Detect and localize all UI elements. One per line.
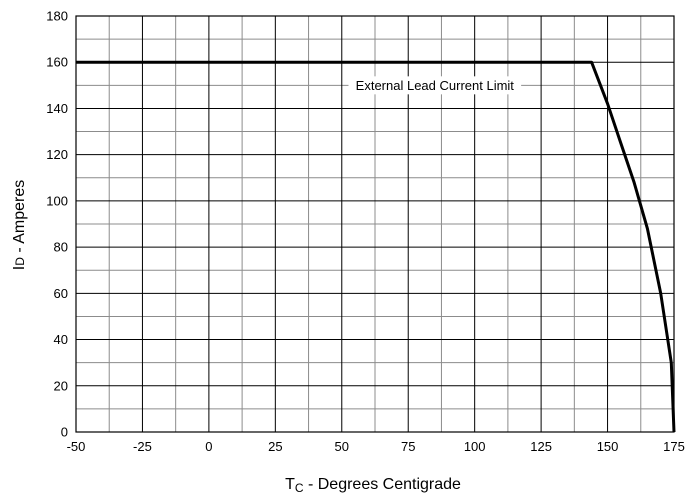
x-tick-label: 175: [663, 439, 685, 454]
series-line: [76, 60, 676, 433]
y-axis-title-rest: - Amperes: [11, 180, 28, 257]
y-axis-title-subscript: D: [13, 257, 27, 266]
y-tick-label: 120: [46, 147, 68, 162]
x-axis-title-main: T: [285, 476, 295, 493]
x-tick-label: 125: [530, 439, 552, 454]
x-tick-label: -25: [133, 439, 152, 454]
x-tick-label: 0: [205, 439, 212, 454]
y-tick-label: 40: [54, 332, 68, 347]
x-axis-title-subscript: C: [295, 481, 304, 493]
x-axis-title-rest: - Degrees Centigrade: [304, 476, 462, 493]
y-tick-label: 80: [54, 240, 68, 255]
x-tick-label: -50: [67, 439, 86, 454]
x-tick-label: 100: [464, 439, 486, 454]
y-axis-title-main: I: [11, 266, 28, 270]
x-axis-title: TC - Degrees Centigrade: [285, 476, 461, 493]
x-tick-label: 50: [335, 439, 349, 454]
y-tick-label: 160: [46, 55, 68, 70]
x-tick-labels: -50 -25 0 25 50 75 100 125 150 175: [67, 439, 685, 454]
x-tick-label: 25: [268, 439, 282, 454]
annotation-label: External Lead Current Limit: [356, 78, 515, 93]
series-layer: [76, 60, 676, 433]
x-tick-label: 75: [401, 439, 415, 454]
y-tick-labels: 0 20 40 60 80 100 120 140 160 180: [46, 9, 68, 440]
annotation: External Lead Current Limit: [348, 76, 522, 95]
y-tick-label: 0: [61, 425, 68, 440]
y-tick-label: 100: [46, 193, 68, 208]
plot-frame: [75, 15, 675, 433]
annotation-background: [348, 76, 522, 95]
y-tick-label: 60: [54, 286, 68, 301]
y-tick-label: 140: [46, 101, 68, 116]
y-tick-label: 180: [46, 9, 68, 24]
y-axis-title: ID - Amperes: [11, 180, 28, 270]
y-tick-label: 20: [54, 378, 68, 393]
x-tick-label: 150: [597, 439, 619, 454]
